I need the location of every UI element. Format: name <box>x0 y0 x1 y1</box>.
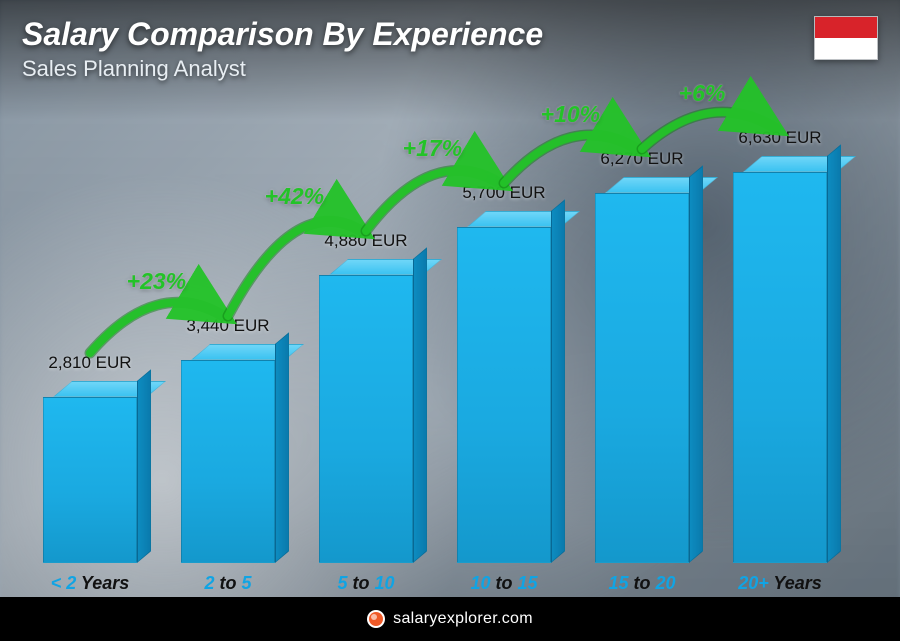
infographic-stage: Salary Comparison By Experience Sales Pl… <box>0 0 900 641</box>
page-subtitle: Sales Planning Analyst <box>22 56 246 82</box>
bar3d <box>733 172 827 563</box>
bar3d <box>319 275 413 563</box>
bar-lt2: 2,810 EUR< 2 Years <box>30 120 150 563</box>
bar-value-label: 6,270 EUR <box>546 149 738 169</box>
increase-pct: +17% <box>403 135 462 162</box>
bar-value-label: 3,440 EUR <box>132 316 324 336</box>
flag-bottom-stripe <box>815 38 877 59</box>
bar3d <box>181 360 275 563</box>
bar3d <box>595 193 689 563</box>
bar-front-face <box>43 397 137 563</box>
bar3d <box>43 397 137 563</box>
country-flag <box>814 16 878 60</box>
increase-pct: +23% <box>127 268 186 295</box>
bar-side-face <box>137 369 151 563</box>
brand-logo-icon <box>367 610 385 628</box>
bar-front-face <box>733 172 827 563</box>
bar-side-face <box>413 247 427 563</box>
increase-pct: +10% <box>541 101 600 128</box>
bar-front-face <box>319 275 413 563</box>
bar-value-label: 2,810 EUR <box>0 353 186 373</box>
bar3d <box>457 227 551 563</box>
category-label: 20+ Years <box>660 573 900 594</box>
bar-20plus: 6,630 EUR20+ Years <box>720 120 840 563</box>
bar-15to20: 6,270 EUR15 to 20 <box>582 120 702 563</box>
bar-front-face <box>595 193 689 563</box>
bar-10to15: 5,700 EUR10 to 15 <box>444 120 564 563</box>
bar-side-face <box>827 144 841 563</box>
increase-pct: +6% <box>679 80 726 107</box>
bar-value-label: 4,880 EUR <box>270 231 462 251</box>
bar-front-face <box>181 360 275 563</box>
bar-front-face <box>457 227 551 563</box>
flag-top-stripe <box>815 17 877 38</box>
footer-bar: salaryexplorer.com <box>0 597 900 641</box>
bar-side-face <box>551 199 565 563</box>
bar-value-label: 5,700 EUR <box>408 183 600 203</box>
bar-value-label: 6,630 EUR <box>684 128 876 148</box>
bars-container: 2,810 EUR< 2 Years3,440 EUR2 to 54,880 E… <box>30 120 840 563</box>
bar-side-face <box>275 332 289 563</box>
page-title: Salary Comparison By Experience <box>22 16 543 53</box>
bar-side-face <box>689 165 703 563</box>
increase-pct: +42% <box>265 183 324 210</box>
brand-name: salaryexplorer.com <box>393 610 533 628</box>
bar-chart: 2,810 EUR< 2 Years3,440 EUR2 to 54,880 E… <box>30 120 840 563</box>
